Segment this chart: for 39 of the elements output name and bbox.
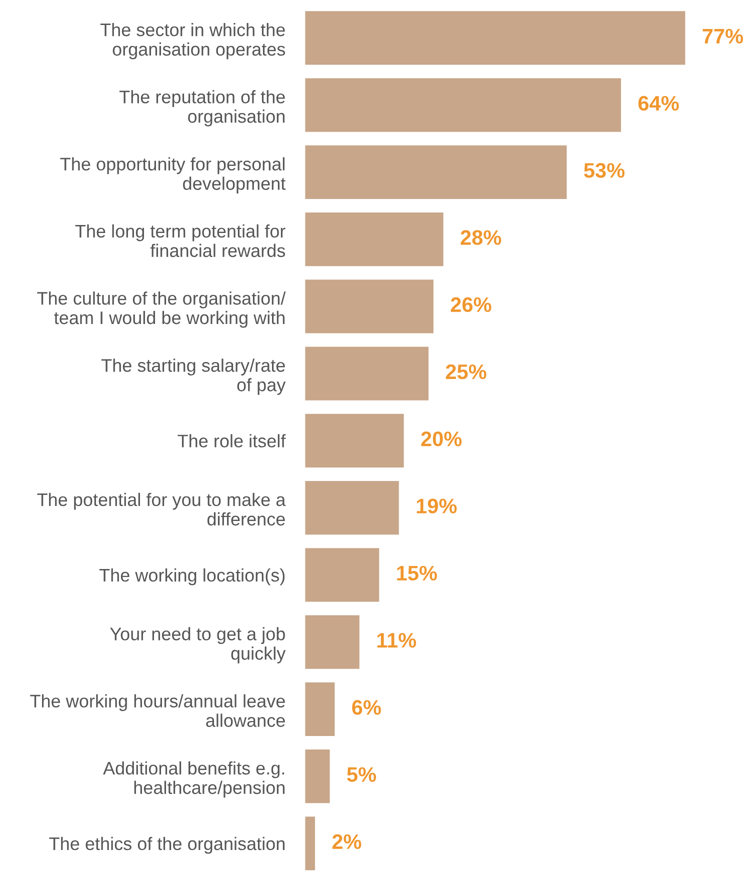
y-tick-label: The long term potential for financial rewards [75,224,286,258]
bar [305,145,567,200]
data-label: 20% [421,432,462,446]
bar [305,682,335,736]
data-label: 19% [416,498,457,514]
y-tick-label: The sector in which the organisation operates [100,22,286,60]
bar [305,414,404,468]
bar [305,11,686,65]
bar [305,749,330,804]
bar [305,78,622,132]
bar [305,212,444,266]
data-label: 5% [347,767,376,782]
data-label: 64% [638,96,679,111]
data-label: 77% [702,28,744,44]
y-tick-label: The starting salary/rate of pay [101,358,286,395]
y-tick-label: The working location(s) [99,568,285,586]
y-tick-label: The ethics of the organisation [49,836,285,854]
data-label: 25% [446,364,486,380]
bar [305,346,429,400]
data-label: 15% [397,566,437,581]
data-label: 2% [332,834,362,849]
data-label: 6% [352,700,381,715]
y-tick-label: The reputation of the organisation [119,90,285,126]
data-label: 26% [450,297,492,312]
data-label: 11% [377,632,416,648]
data-label: 28% [460,230,502,245]
bar [305,816,315,870]
y-tick-label: The culture of the organisation/ team I would be working with [37,291,286,328]
y-tick-label: The opportunity for personal development [60,157,286,194]
y-tick-label: Additional benefits e.g. healthcare/pension [103,761,285,798]
y-tick-label: The potential for you to make a difference [37,492,286,526]
bar [305,480,399,535]
bar [305,615,360,669]
y-tick-label: The role itself [178,434,286,448]
data-label: 53% [584,163,625,178]
y-tick-label: The working hours/annual leave allowance [30,694,285,727]
bar [305,280,434,334]
y-tick-label: Your need to get a job quickly [110,627,286,664]
bar [305,548,380,602]
